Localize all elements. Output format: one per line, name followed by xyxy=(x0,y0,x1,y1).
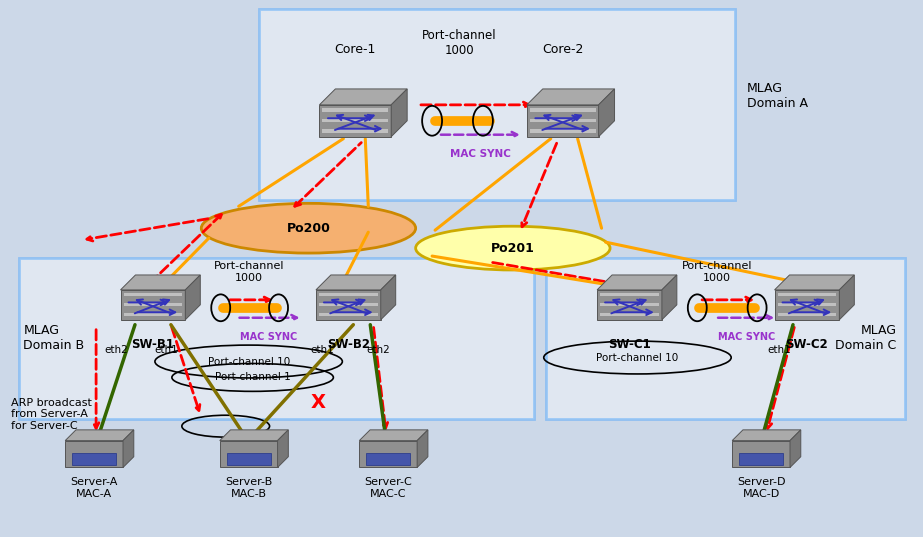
Text: Port-channel 10: Port-channel 10 xyxy=(596,352,678,362)
Text: SW-B2: SW-B2 xyxy=(327,338,370,351)
Text: MAC SYNC: MAC SYNC xyxy=(450,149,510,158)
Ellipse shape xyxy=(201,204,415,253)
Polygon shape xyxy=(774,290,839,320)
Polygon shape xyxy=(597,275,677,290)
Polygon shape xyxy=(227,453,270,466)
Polygon shape xyxy=(530,119,595,122)
Polygon shape xyxy=(322,119,389,122)
Polygon shape xyxy=(121,290,186,320)
Polygon shape xyxy=(599,89,615,137)
Polygon shape xyxy=(124,313,183,316)
Polygon shape xyxy=(790,430,801,468)
Polygon shape xyxy=(381,275,396,320)
Polygon shape xyxy=(121,275,200,290)
Text: eth1: eth1 xyxy=(767,345,791,354)
Polygon shape xyxy=(72,453,116,466)
Polygon shape xyxy=(732,440,790,468)
Text: MLAG
Domain B: MLAG Domain B xyxy=(23,324,84,352)
Text: SW-C2: SW-C2 xyxy=(785,338,828,351)
Polygon shape xyxy=(359,440,417,468)
Polygon shape xyxy=(66,430,134,440)
Text: eth2: eth2 xyxy=(104,345,128,354)
Polygon shape xyxy=(316,275,396,290)
Polygon shape xyxy=(777,303,836,306)
Text: Core-1: Core-1 xyxy=(335,42,376,56)
Text: Server-C
MAC-C: Server-C MAC-C xyxy=(365,477,412,498)
Polygon shape xyxy=(278,430,288,468)
Text: Server-B
MAC-B: Server-B MAC-B xyxy=(225,477,272,498)
Text: X: X xyxy=(311,393,326,412)
Text: ARP broadcast
from Server-A
for Server-C: ARP broadcast from Server-A for Server-C xyxy=(11,397,92,431)
Polygon shape xyxy=(319,303,378,306)
Text: Core-2: Core-2 xyxy=(542,42,583,56)
Polygon shape xyxy=(600,303,659,306)
Ellipse shape xyxy=(415,226,610,270)
Polygon shape xyxy=(319,105,391,137)
Polygon shape xyxy=(66,440,123,468)
Text: MAC SYNC: MAC SYNC xyxy=(240,332,297,342)
Polygon shape xyxy=(777,313,836,316)
Text: Po200: Po200 xyxy=(286,222,330,235)
Text: eth1: eth1 xyxy=(154,345,178,354)
Polygon shape xyxy=(319,313,378,316)
Polygon shape xyxy=(600,293,659,296)
Polygon shape xyxy=(774,275,855,290)
Polygon shape xyxy=(739,453,783,466)
Polygon shape xyxy=(839,275,855,320)
Polygon shape xyxy=(124,293,183,296)
Text: SW-C1: SW-C1 xyxy=(608,338,651,351)
Text: Port-channel
1000: Port-channel 1000 xyxy=(213,261,284,283)
Text: Port-channel 1: Port-channel 1 xyxy=(215,373,291,382)
Polygon shape xyxy=(417,430,428,468)
Polygon shape xyxy=(322,129,389,133)
Polygon shape xyxy=(316,290,381,320)
Text: Server-D
MAC-D: Server-D MAC-D xyxy=(737,477,785,498)
Polygon shape xyxy=(123,430,134,468)
Text: MLAG
Domain C: MLAG Domain C xyxy=(835,324,896,352)
Text: Port-channel
1000: Port-channel 1000 xyxy=(682,261,752,283)
Polygon shape xyxy=(662,275,677,320)
Polygon shape xyxy=(732,430,801,440)
Polygon shape xyxy=(527,89,615,105)
Polygon shape xyxy=(220,430,288,440)
Text: Po201: Po201 xyxy=(491,242,534,255)
Polygon shape xyxy=(366,453,410,466)
FancyBboxPatch shape xyxy=(545,258,905,419)
Polygon shape xyxy=(597,290,662,320)
Polygon shape xyxy=(220,440,278,468)
Polygon shape xyxy=(319,293,378,296)
Polygon shape xyxy=(124,303,183,306)
Text: SW-B1: SW-B1 xyxy=(131,338,174,351)
Polygon shape xyxy=(186,275,200,320)
Text: eth1: eth1 xyxy=(310,345,334,354)
Text: Port-channel
1000: Port-channel 1000 xyxy=(422,29,497,57)
Text: Port-channel 10: Port-channel 10 xyxy=(208,357,290,367)
Polygon shape xyxy=(777,293,836,296)
FancyBboxPatch shape xyxy=(258,9,736,200)
Text: Server-A
MAC-A: Server-A MAC-A xyxy=(70,477,118,498)
Polygon shape xyxy=(391,89,407,137)
Polygon shape xyxy=(530,129,595,133)
Text: MLAG
Domain A: MLAG Domain A xyxy=(747,82,809,110)
Polygon shape xyxy=(322,108,389,112)
Polygon shape xyxy=(359,430,428,440)
FancyBboxPatch shape xyxy=(19,258,533,419)
Polygon shape xyxy=(530,108,595,112)
Text: eth2: eth2 xyxy=(366,345,390,354)
Text: MAC SYNC: MAC SYNC xyxy=(717,332,774,342)
Polygon shape xyxy=(600,313,659,316)
Polygon shape xyxy=(319,89,407,105)
Polygon shape xyxy=(527,105,599,137)
